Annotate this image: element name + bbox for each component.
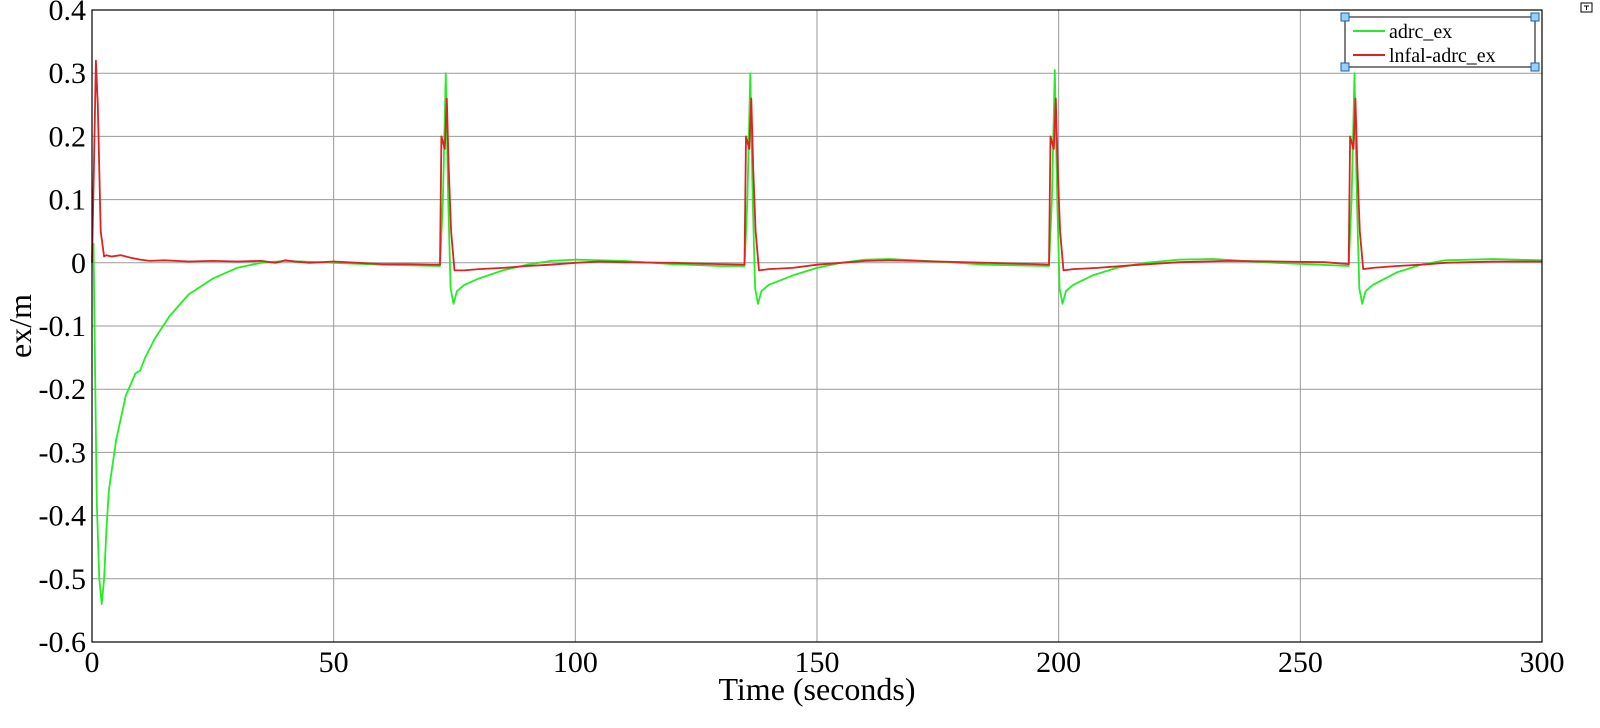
x-tick-label: 0 [85,646,100,679]
y-tick-label: -0.1 [39,310,87,343]
plot-area-frame [91,9,1543,643]
y-tick-label: -0.4 [39,500,87,533]
y-tick-label: 0.3 [49,57,87,90]
y-tick-label: 0.1 [49,184,87,217]
x-tick-label: 150 [795,646,840,679]
dock-icon[interactable] [1580,2,1593,13]
legend-resize-handle[interactable] [1340,62,1350,72]
x-tick-label: 50 [319,646,349,679]
y-tick-label: -0.3 [39,436,87,469]
x-tick-label: 250 [1278,646,1323,679]
y-tick-label: 0 [71,247,86,280]
legend-resize-handle[interactable] [1530,12,1540,22]
y-tick-label: -0.2 [39,373,87,406]
legend-resize-handle[interactable] [1340,12,1350,22]
legend-box [1344,16,1536,68]
legend-resize-handle[interactable] [1530,62,1540,72]
y-tick-label: 0.2 [49,120,87,153]
x-tick-label: 100 [553,646,598,679]
y-tick-label: -0.6 [39,626,87,659]
series-layer [91,59,1543,605]
legend-label: lnfal-adrc_ex [1389,45,1496,67]
y-tick-label: -0.5 [39,563,87,596]
y-tick-label: 0.4 [49,0,87,27]
axis-ticks: 0 50 100 150 200 250 300 0.4 0.3 0.2 0.1 0 -0.1 -0.2 -… [39,0,1565,679]
y-axis-label: ex/m [2,294,38,358]
legend-label: adrc_ex [1389,21,1452,43]
x-axis-label: Time (seconds) [718,671,915,707]
x-tick-label: 200 [1036,646,1081,679]
x-tick-label: 300 [1520,646,1565,679]
series-line-lnfal-adrc_ex [91,59,1542,272]
